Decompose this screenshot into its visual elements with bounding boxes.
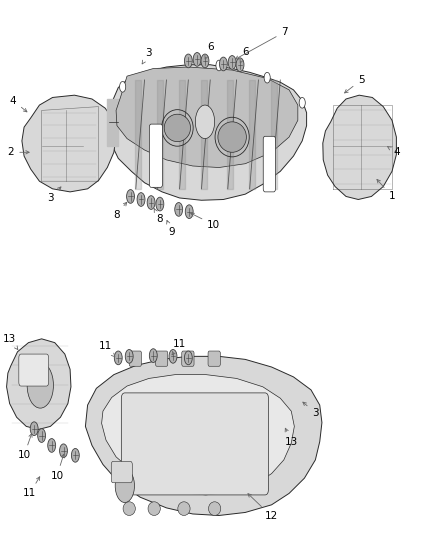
Text: 3: 3 bbox=[303, 402, 319, 418]
Text: 1: 1 bbox=[377, 180, 396, 201]
Circle shape bbox=[115, 469, 134, 503]
Circle shape bbox=[184, 351, 192, 365]
Circle shape bbox=[219, 57, 227, 71]
Polygon shape bbox=[22, 95, 116, 192]
Circle shape bbox=[147, 196, 155, 209]
FancyBboxPatch shape bbox=[129, 351, 141, 366]
Circle shape bbox=[156, 197, 164, 211]
Circle shape bbox=[149, 349, 157, 362]
Text: 12: 12 bbox=[248, 494, 278, 521]
FancyBboxPatch shape bbox=[121, 393, 268, 495]
Text: 10: 10 bbox=[191, 213, 220, 230]
Circle shape bbox=[184, 54, 192, 68]
Text: 8: 8 bbox=[154, 209, 163, 224]
Polygon shape bbox=[107, 99, 118, 146]
Circle shape bbox=[60, 444, 67, 458]
Text: 10: 10 bbox=[18, 434, 32, 461]
Ellipse shape bbox=[178, 502, 190, 515]
Circle shape bbox=[120, 82, 126, 92]
Text: 3: 3 bbox=[142, 49, 152, 64]
Ellipse shape bbox=[123, 502, 135, 515]
FancyBboxPatch shape bbox=[208, 351, 220, 366]
Polygon shape bbox=[109, 64, 307, 200]
Circle shape bbox=[27, 362, 53, 408]
FancyBboxPatch shape bbox=[182, 351, 194, 366]
Circle shape bbox=[125, 350, 133, 363]
Text: 6: 6 bbox=[240, 47, 249, 63]
Text: 9: 9 bbox=[166, 221, 175, 237]
FancyBboxPatch shape bbox=[263, 136, 276, 192]
Circle shape bbox=[216, 60, 222, 71]
Circle shape bbox=[236, 58, 244, 71]
Circle shape bbox=[48, 439, 56, 453]
FancyBboxPatch shape bbox=[149, 124, 162, 187]
Text: 4: 4 bbox=[10, 95, 27, 112]
Circle shape bbox=[71, 448, 79, 462]
Ellipse shape bbox=[208, 502, 221, 515]
FancyBboxPatch shape bbox=[111, 462, 132, 483]
Circle shape bbox=[30, 422, 38, 435]
Circle shape bbox=[38, 429, 46, 442]
Text: 2: 2 bbox=[7, 147, 29, 157]
Polygon shape bbox=[7, 339, 71, 430]
Ellipse shape bbox=[218, 122, 246, 152]
FancyBboxPatch shape bbox=[155, 351, 168, 366]
Text: 5: 5 bbox=[345, 75, 365, 93]
Circle shape bbox=[193, 53, 201, 66]
Text: 3: 3 bbox=[47, 187, 61, 203]
Polygon shape bbox=[323, 95, 396, 199]
Circle shape bbox=[169, 350, 177, 363]
Text: 8: 8 bbox=[113, 203, 127, 220]
Text: 4: 4 bbox=[388, 147, 400, 157]
Text: 11: 11 bbox=[99, 342, 115, 357]
Circle shape bbox=[228, 55, 236, 69]
Circle shape bbox=[264, 72, 270, 83]
Circle shape bbox=[114, 351, 122, 365]
Circle shape bbox=[195, 105, 215, 139]
Text: 13: 13 bbox=[285, 429, 298, 447]
Polygon shape bbox=[116, 67, 298, 167]
Circle shape bbox=[299, 98, 305, 108]
Circle shape bbox=[175, 203, 183, 216]
Text: 6: 6 bbox=[205, 42, 214, 59]
Circle shape bbox=[127, 190, 134, 203]
FancyBboxPatch shape bbox=[19, 354, 49, 386]
Text: 11: 11 bbox=[172, 339, 186, 355]
Circle shape bbox=[137, 192, 145, 206]
Polygon shape bbox=[85, 357, 322, 515]
Circle shape bbox=[201, 54, 209, 68]
Ellipse shape bbox=[164, 114, 191, 142]
Text: 13: 13 bbox=[3, 334, 18, 350]
Text: 11: 11 bbox=[23, 477, 40, 498]
Text: 10: 10 bbox=[50, 454, 64, 481]
Ellipse shape bbox=[148, 502, 160, 515]
Polygon shape bbox=[102, 375, 294, 495]
Text: 7: 7 bbox=[235, 27, 288, 59]
Circle shape bbox=[185, 205, 193, 219]
